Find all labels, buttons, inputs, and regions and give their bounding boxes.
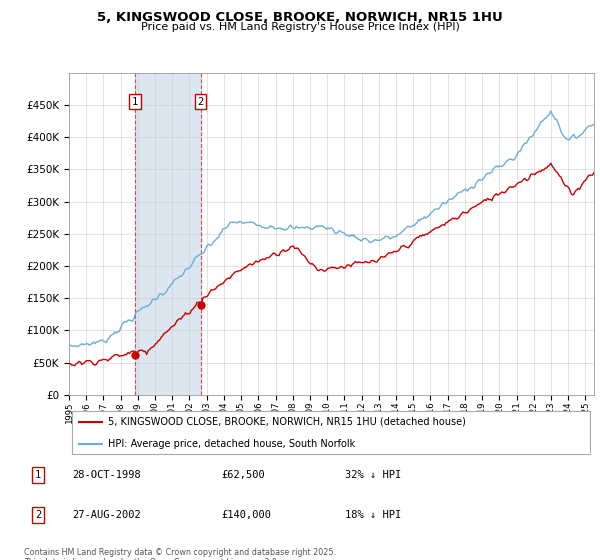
Text: 1: 1 [35, 470, 41, 480]
Text: Contains HM Land Registry data © Crown copyright and database right 2025.
This d: Contains HM Land Registry data © Crown c… [24, 548, 336, 560]
Text: 2: 2 [35, 510, 41, 520]
Text: Price paid vs. HM Land Registry's House Price Index (HPI): Price paid vs. HM Land Registry's House … [140, 22, 460, 32]
FancyBboxPatch shape [71, 410, 590, 455]
Text: £140,000: £140,000 [221, 510, 271, 520]
Text: 2: 2 [197, 97, 204, 107]
Text: 18% ↓ HPI: 18% ↓ HPI [346, 510, 402, 520]
Text: 28-OCT-1998: 28-OCT-1998 [72, 470, 140, 480]
Text: 5, KINGSWOOD CLOSE, BROOKE, NORWICH, NR15 1HU (detached house): 5, KINGSWOOD CLOSE, BROOKE, NORWICH, NR1… [109, 417, 466, 427]
Text: 5, KINGSWOOD CLOSE, BROOKE, NORWICH, NR15 1HU: 5, KINGSWOOD CLOSE, BROOKE, NORWICH, NR1… [97, 11, 503, 24]
Text: HPI: Average price, detached house, South Norfolk: HPI: Average price, detached house, Sout… [109, 438, 356, 449]
Bar [135, 73, 200, 395]
Text: £62,500: £62,500 [221, 470, 265, 480]
Text: 27-AUG-2002: 27-AUG-2002 [72, 510, 140, 520]
Text: 1: 1 [132, 97, 138, 107]
Text: 32% ↓ HPI: 32% ↓ HPI [346, 470, 402, 480]
